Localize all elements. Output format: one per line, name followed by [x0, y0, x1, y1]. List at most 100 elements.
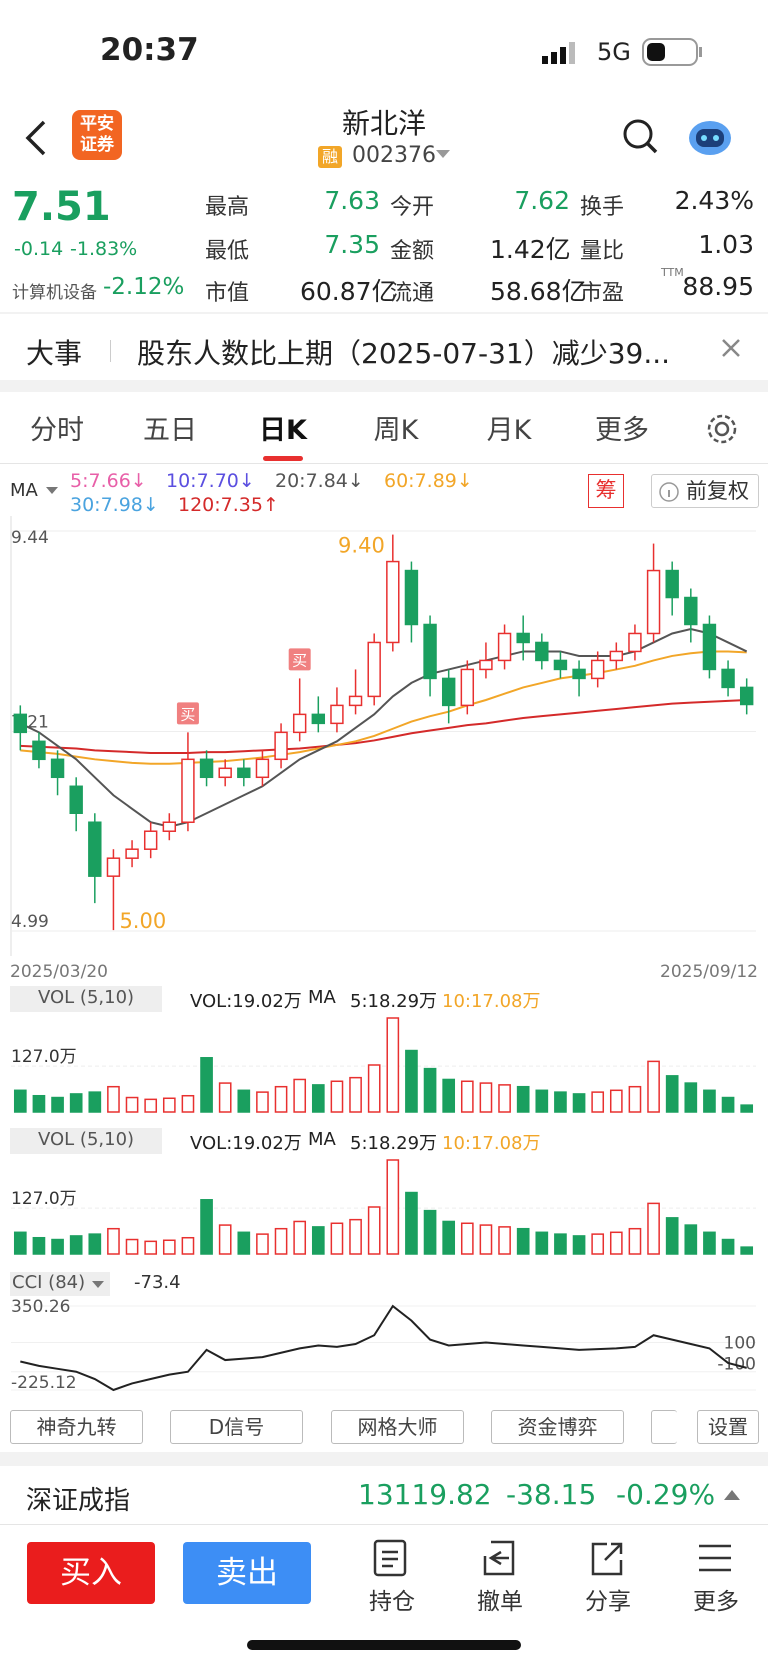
status-time: 20:37 [100, 32, 199, 68]
tool-button[interactable]: 网格大师 [331, 1410, 464, 1444]
tool-button[interactable]: 资金博弈 [491, 1410, 624, 1444]
tool-button[interactable]: 神奇九转 [10, 1410, 143, 1444]
volume-vol: VOL:19.02万 [190, 1133, 302, 1154]
tool-button[interactable]: 设置 [697, 1410, 759, 1444]
tab[interactable]: 更多 [595, 415, 649, 446]
cci-title[interactable]: CCI (84) [12, 1272, 86, 1293]
candle-body [460, 668, 475, 707]
candle-body [348, 695, 363, 707]
candle-body [702, 623, 717, 671]
volume-bar [572, 1093, 586, 1113]
volume-chart: 127.0万 [11, 1017, 756, 1113]
low-label: 5.00 [119, 909, 166, 933]
ma-label[interactable]: MA [10, 480, 38, 501]
candle-body [218, 767, 232, 779]
bottom-item[interactable]: 撤单 [477, 1589, 523, 1615]
volume-bar [535, 1231, 549, 1255]
share-icon [591, 1542, 623, 1576]
volume-bar [572, 1235, 586, 1255]
candle-body [739, 686, 754, 706]
bottom-item[interactable]: 持仓 [369, 1589, 415, 1615]
candle-body [162, 821, 177, 832]
search-button[interactable] [622, 118, 658, 156]
signal-icon [542, 42, 575, 64]
settings-button[interactable] [706, 413, 738, 445]
tool-button[interactable] [651, 1410, 677, 1444]
ma-item: 120:7.35↑ [178, 494, 279, 516]
volume-bar [498, 1084, 511, 1113]
ma-item: 10:7.70↓ [166, 470, 255, 492]
volume-header: VOL (5,10) VOL:19.02万 MA 5:18.29万 10:17.08万 [10, 1128, 758, 1154]
volume-bar [367, 1064, 381, 1113]
volume-bar [721, 1096, 735, 1113]
volume-bar [13, 1231, 27, 1255]
tool-button[interactable]: D信号 [170, 1410, 303, 1444]
assistant-icon[interactable] [686, 114, 734, 158]
candle-body [609, 650, 624, 662]
tab[interactable]: 月K [486, 415, 532, 446]
dropdown-icon [92, 1281, 104, 1288]
volume-vol: VOL:19.02万 [190, 991, 302, 1012]
stat-label: 金额 [390, 239, 435, 264]
close-button[interactable] [720, 337, 742, 359]
candle-body [572, 668, 586, 680]
stat-label: 换手 [580, 195, 625, 220]
news-tag: 大事 [26, 337, 83, 370]
volume-bar [218, 1082, 232, 1113]
volume-bar [32, 1094, 46, 1113]
candle-body [535, 641, 549, 662]
dropdown-icon[interactable] [436, 150, 450, 160]
candle-body [143, 830, 158, 850]
candle-body [367, 641, 381, 698]
buy-button[interactable]: 买入 [27, 1542, 155, 1604]
stat-value: 60.87亿 [300, 277, 397, 306]
position-icon [373, 1539, 407, 1577]
volume-title[interactable]: VOL (5,10) [38, 987, 135, 1008]
broker-logo: 平安 证券 [72, 110, 122, 160]
candle-body [125, 848, 139, 859]
bottom-item[interactable]: 分享 [585, 1589, 631, 1615]
start-date: 2025/03/20 [10, 962, 108, 982]
candle-body [255, 758, 270, 779]
tab[interactable]: 周K [373, 415, 419, 446]
stat-value: 88.95 [682, 272, 754, 301]
back-button[interactable] [22, 118, 52, 158]
volume-bar [51, 1096, 64, 1113]
ttm-mark: TTM [661, 266, 684, 279]
tab[interactable]: 日K [259, 415, 307, 446]
expand-icon[interactable] [724, 1489, 740, 1501]
volume-bar [125, 1238, 139, 1255]
volume-bar [591, 1091, 605, 1113]
stat-label: 市值 [205, 281, 250, 306]
adjust-button[interactable]: 前复权 [651, 474, 759, 508]
chip-button[interactable]: 筹 [588, 474, 624, 508]
volume-chart: 127.0万 [11, 1159, 756, 1255]
candle-body [590, 659, 605, 680]
ma-item: 30:7.98↓ [70, 494, 159, 516]
volume-title[interactable]: VOL (5,10) [38, 1129, 135, 1150]
y-tick-label: -225.12 [11, 1373, 77, 1393]
news-text[interactable]: 股东人数比上期（2025-07-31）减少39... [137, 337, 671, 370]
candle-body [292, 713, 307, 734]
volume-header: VOL (5,10) VOL:19.02万 MA 5:18.29万 10:17.08万 [10, 986, 758, 1012]
volume-bar [144, 1098, 158, 1113]
tab[interactable]: 分时 [30, 415, 84, 446]
volume-bar [460, 1080, 474, 1113]
bottom-item[interactable]: 更多 [693, 1589, 739, 1615]
buy-marker: 买 [180, 705, 195, 723]
sell-button[interactable]: 卖出 [183, 1542, 311, 1604]
info-icon [659, 482, 679, 502]
more-icon [699, 1544, 731, 1572]
tab[interactable]: 五日 [143, 415, 197, 446]
volume-bar [218, 1224, 232, 1255]
volume-bar [162, 1097, 176, 1113]
stat-value: 58.68亿 [490, 277, 587, 306]
home-indicator [247, 1640, 521, 1650]
volume-bar [703, 1231, 716, 1255]
index-change: -38.15 [506, 1478, 597, 1511]
volume-bar [237, 1089, 251, 1113]
volume-bar [293, 1220, 307, 1255]
candle-body [646, 569, 661, 635]
buy-marker-box [176, 702, 199, 725]
